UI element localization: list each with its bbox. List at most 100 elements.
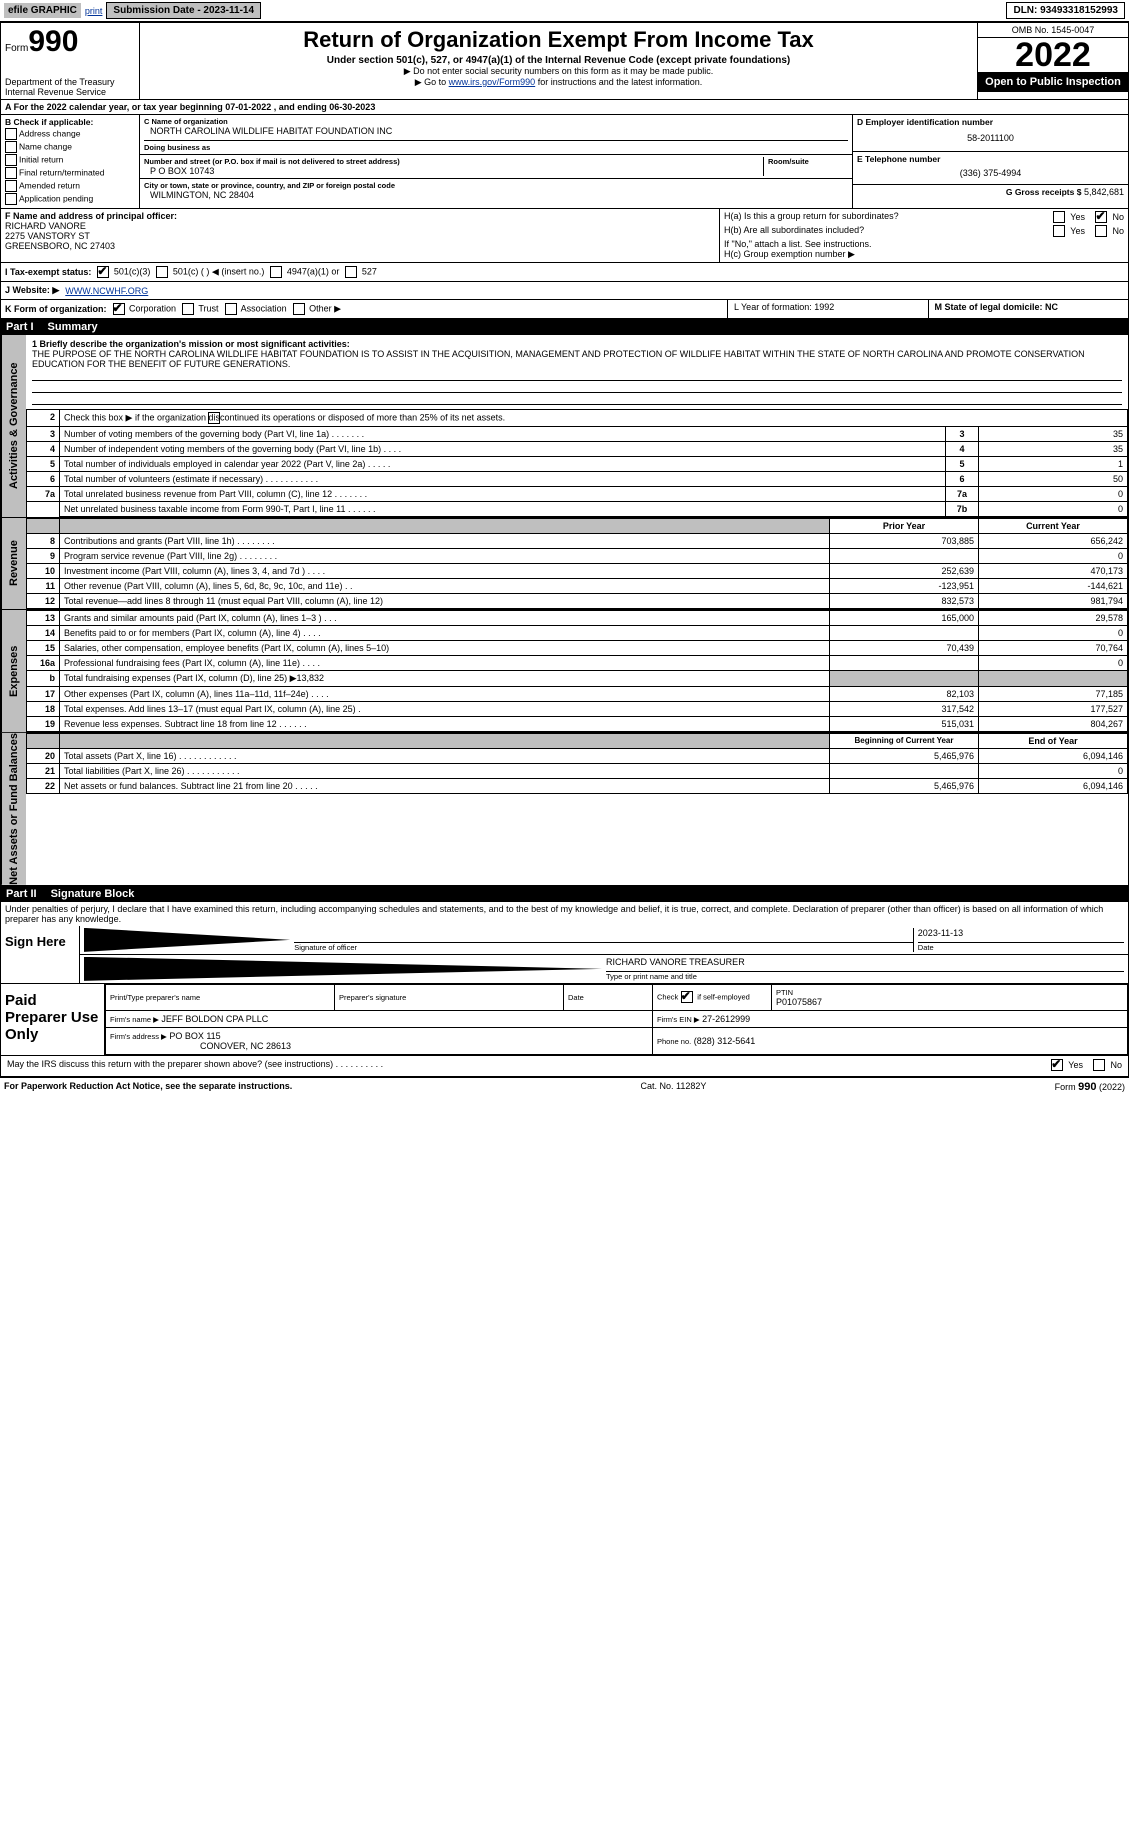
line15-label: Salaries, other compensation, employee b…	[60, 641, 830, 656]
goto-pre: ▶ Go to	[415, 77, 449, 87]
check-corp[interactable]: Corporation	[113, 303, 177, 315]
check-trust[interactable]: Trust	[182, 303, 219, 315]
line16a-label: Professional fundraising fees (Part IX, …	[60, 656, 830, 671]
submission-date: Submission Date - 2023-11-14	[106, 2, 261, 19]
firm-ein: 27-2612999	[702, 1014, 750, 1024]
may-yes[interactable]: Yes	[1051, 1059, 1083, 1071]
firm-name: JEFF BOLDON CPA PLLC	[161, 1014, 268, 1024]
ha-no[interactable]: No	[1095, 211, 1124, 223]
print-link[interactable]: print	[85, 6, 103, 16]
check-4947[interactable]: 4947(a)(1) or	[270, 266, 339, 278]
check-initial[interactable]: Initial return	[5, 154, 135, 166]
may-no[interactable]: No	[1093, 1059, 1122, 1071]
line17-prior: 82,103	[830, 687, 979, 702]
arrow-icon	[84, 928, 290, 952]
line16b-curr	[979, 671, 1128, 687]
sig-officer-label: Signature of officer	[294, 943, 913, 952]
goto-note: ▶ Go to www.irs.gov/Form990 for instruct…	[146, 77, 971, 88]
top-bar: efile GRAPHIC print Submission Date - 20…	[0, 0, 1129, 22]
pname-label: Print/Type preparer's name	[110, 993, 200, 1002]
gross-value: 5,842,681	[1084, 187, 1124, 197]
tax-label: I Tax-exempt status:	[5, 267, 91, 277]
line18-prior: 317,542	[830, 702, 979, 717]
row-i-tax-status: I Tax-exempt status: 501(c)(3) 501(c) ( …	[0, 263, 1129, 282]
part-ii-header: Part II Signature Block	[0, 886, 1129, 902]
hb-note: If "No," attach a list. See instructions…	[724, 239, 1124, 249]
line5-val: 1	[979, 457, 1128, 472]
line17-curr: 77,185	[979, 687, 1128, 702]
ptin-value: P01075867	[776, 997, 1123, 1007]
check-final[interactable]: Final return/terminated	[5, 167, 135, 179]
line14-prior	[830, 626, 979, 641]
officer-addr2: GREENSBORO, NC 27403	[5, 241, 715, 251]
check-527[interactable]: 527	[345, 266, 377, 278]
line16b-label: Total fundraising expenses (Part IX, col…	[60, 671, 830, 687]
part-ii-title: Signature Block	[51, 888, 135, 900]
line2-check[interactable]	[208, 412, 220, 424]
line20-curr: 6,094,146	[979, 749, 1128, 764]
perjury-text: Under penalties of perjury, I declare th…	[0, 902, 1129, 926]
dba-label: Doing business as	[144, 140, 848, 152]
m-state: M State of legal domicile: NC	[928, 300, 1129, 318]
check-assoc[interactable]: Association	[225, 303, 287, 315]
side-governance: Activities & Governance	[1, 335, 26, 517]
check-addr[interactable]: Address change	[5, 128, 135, 140]
l-year: L Year of formation: 1992	[728, 300, 928, 318]
col-c: C Name of organization NORTH CAROLINA WI…	[140, 115, 852, 208]
hb-yes[interactable]: Yes	[1053, 225, 1085, 237]
hc-label: H(c) Group exemption number ▶	[724, 249, 1124, 260]
form-header: Form990 Department of the Treasury Inter…	[0, 22, 1129, 100]
firm-addr-label: Firm's address ▶	[110, 1032, 167, 1041]
part-i-title: Summary	[48, 321, 98, 333]
paid-prep-table: Print/Type preparer's name Preparer's si…	[105, 984, 1128, 1055]
officer-name: RICHARD VANORE	[5, 221, 715, 231]
gov-table: 2Check this box ▶ if the organization di…	[26, 409, 1128, 517]
part-ii-label: Part II	[6, 888, 37, 900]
line12-prior: 832,573	[830, 594, 979, 609]
ptin-label: PTIN	[776, 988, 1123, 997]
officer-addr1: 2275 VANSTORY ST	[5, 231, 715, 241]
exp-table: 13Grants and similar amounts paid (Part …	[26, 610, 1128, 732]
line12-curr: 981,794	[979, 594, 1128, 609]
check-501c[interactable]: 501(c) ( ) ◀ (insert no.)	[156, 266, 264, 278]
line8-prior: 703,885	[830, 534, 979, 549]
line7b-val: 0	[979, 502, 1128, 517]
line12-label: Total revenue—add lines 8 through 11 (mu…	[60, 594, 830, 609]
col-de: D Employer identification number 58-2011…	[852, 115, 1128, 208]
hb-no[interactable]: No	[1095, 225, 1124, 237]
self-employed-check[interactable]	[681, 991, 693, 1003]
row-klm: K Form of organization: Corporation Trus…	[0, 300, 1129, 319]
paid-prep-label: Paid Preparer Use Only	[1, 984, 105, 1055]
website-label: J Website: ▶	[5, 285, 59, 296]
line19-prior: 515,031	[830, 717, 979, 732]
ein-value: 58-2011100	[857, 127, 1124, 149]
open-to-public: Open to Public Inspection	[978, 72, 1128, 92]
check-501c3[interactable]: 501(c)(3)	[97, 266, 150, 278]
line19-label: Revenue less expenses. Subtract line 18 …	[60, 717, 830, 732]
line13-curr: 29,578	[979, 611, 1128, 626]
line7a-label: Total unrelated business revenue from Pa…	[60, 487, 946, 502]
row-j-website: J Website: ▶ WWW.NCWHF.ORG	[0, 282, 1129, 300]
line3-val: 35	[979, 427, 1128, 442]
line8-label: Contributions and grants (Part VIII, lin…	[60, 534, 830, 549]
form-990: 990	[28, 25, 78, 58]
paid-preparer-block: Paid Preparer Use Only Print/Type prepar…	[0, 984, 1129, 1056]
line9-prior	[830, 549, 979, 564]
firm-addr2: CONOVER, NC 28613	[200, 1041, 291, 1051]
part-i-label: Part I	[6, 321, 34, 333]
website-link[interactable]: WWW.NCWHF.ORG	[65, 286, 148, 296]
check-other[interactable]: Other ▶	[293, 303, 341, 315]
line7a-val: 0	[979, 487, 1128, 502]
row-fh: F Name and address of principal officer:…	[0, 209, 1129, 263]
check-app[interactable]: Application pending	[5, 193, 135, 205]
end-head: End of Year	[979, 734, 1128, 749]
line3-label: Number of voting members of the governin…	[60, 427, 946, 442]
line5-label: Total number of individuals employed in …	[60, 457, 946, 472]
colb-title: B Check if applicable:	[5, 117, 135, 127]
check-amended[interactable]: Amended return	[5, 180, 135, 192]
line17-label: Other expenses (Part IX, column (A), lin…	[60, 687, 830, 702]
ha-yes[interactable]: Yes	[1053, 211, 1085, 223]
check-name[interactable]: Name change	[5, 141, 135, 153]
irs-link[interactable]: www.irs.gov/Form990	[449, 77, 536, 87]
firm-phone-label: Phone no.	[657, 1037, 691, 1046]
